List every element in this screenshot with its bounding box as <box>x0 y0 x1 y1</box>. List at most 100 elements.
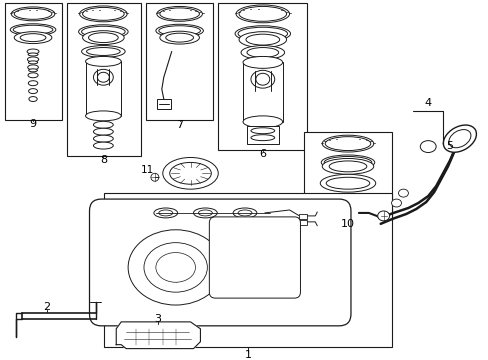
Ellipse shape <box>391 199 401 207</box>
Ellipse shape <box>156 253 195 282</box>
Ellipse shape <box>239 6 286 21</box>
Ellipse shape <box>250 128 274 134</box>
Ellipse shape <box>250 135 274 141</box>
Text: 8: 8 <box>100 156 107 166</box>
Ellipse shape <box>448 130 470 148</box>
Ellipse shape <box>28 73 38 78</box>
Ellipse shape <box>320 174 375 192</box>
Ellipse shape <box>28 61 38 64</box>
Text: 6: 6 <box>259 149 266 158</box>
Text: 10: 10 <box>340 219 354 229</box>
Ellipse shape <box>160 8 199 20</box>
Bar <box>243 62 282 122</box>
Ellipse shape <box>29 69 38 72</box>
Ellipse shape <box>80 6 127 22</box>
Ellipse shape <box>159 26 200 36</box>
Bar <box>145 3 213 120</box>
Ellipse shape <box>11 7 55 21</box>
Ellipse shape <box>169 162 211 184</box>
Text: 11: 11 <box>140 165 153 175</box>
Ellipse shape <box>321 155 374 170</box>
Ellipse shape <box>85 111 121 121</box>
Ellipse shape <box>243 57 282 68</box>
Ellipse shape <box>165 33 193 42</box>
Bar <box>85 62 121 116</box>
Ellipse shape <box>159 210 172 216</box>
Ellipse shape <box>255 73 269 85</box>
Ellipse shape <box>81 46 125 58</box>
Ellipse shape <box>238 27 287 40</box>
Bar <box>299 214 307 219</box>
Ellipse shape <box>328 161 366 172</box>
Ellipse shape <box>93 135 113 142</box>
Ellipse shape <box>27 57 39 62</box>
Bar <box>5 3 61 120</box>
Ellipse shape <box>86 48 120 55</box>
Bar <box>157 99 170 109</box>
Ellipse shape <box>322 158 373 174</box>
Ellipse shape <box>93 69 113 85</box>
Ellipse shape <box>238 210 251 216</box>
Ellipse shape <box>151 173 159 181</box>
Ellipse shape <box>143 243 207 292</box>
Ellipse shape <box>322 135 373 152</box>
Ellipse shape <box>10 24 56 36</box>
Ellipse shape <box>398 189 407 197</box>
Ellipse shape <box>97 72 109 82</box>
Ellipse shape <box>233 208 256 218</box>
Bar <box>104 193 391 347</box>
Ellipse shape <box>13 25 53 34</box>
Ellipse shape <box>82 31 124 45</box>
Ellipse shape <box>128 230 223 305</box>
Ellipse shape <box>154 208 177 218</box>
Text: 9: 9 <box>29 119 37 129</box>
Ellipse shape <box>377 211 389 221</box>
Ellipse shape <box>236 5 289 23</box>
Ellipse shape <box>93 142 113 149</box>
Ellipse shape <box>28 81 38 86</box>
Bar <box>304 132 391 221</box>
Ellipse shape <box>443 125 475 152</box>
Ellipse shape <box>85 57 121 66</box>
Text: 4: 4 <box>424 98 431 108</box>
Ellipse shape <box>325 177 369 189</box>
Ellipse shape <box>14 32 52 44</box>
Ellipse shape <box>235 26 290 42</box>
Ellipse shape <box>239 32 286 48</box>
Ellipse shape <box>160 31 199 44</box>
FancyBboxPatch shape <box>209 217 300 298</box>
Ellipse shape <box>324 157 371 168</box>
Ellipse shape <box>20 34 46 42</box>
Ellipse shape <box>246 48 278 58</box>
Ellipse shape <box>28 53 38 56</box>
Ellipse shape <box>156 24 203 37</box>
Ellipse shape <box>27 49 39 54</box>
Text: 3: 3 <box>154 314 161 324</box>
Ellipse shape <box>28 89 38 94</box>
Bar <box>246 126 278 144</box>
Ellipse shape <box>14 8 52 19</box>
Ellipse shape <box>193 208 217 218</box>
Ellipse shape <box>88 33 118 42</box>
Ellipse shape <box>82 8 124 20</box>
Ellipse shape <box>419 141 435 153</box>
Ellipse shape <box>198 210 212 216</box>
Ellipse shape <box>81 26 125 37</box>
Text: 2: 2 <box>43 302 50 312</box>
Bar <box>299 220 307 225</box>
Bar <box>66 3 141 157</box>
Ellipse shape <box>28 65 39 70</box>
Ellipse shape <box>325 137 370 150</box>
Ellipse shape <box>29 96 37 102</box>
Ellipse shape <box>93 121 113 128</box>
Ellipse shape <box>157 6 202 21</box>
FancyBboxPatch shape <box>89 199 350 326</box>
Ellipse shape <box>243 116 282 128</box>
Ellipse shape <box>93 128 113 135</box>
Bar <box>218 3 307 149</box>
Polygon shape <box>116 322 200 348</box>
Ellipse shape <box>250 70 274 88</box>
Ellipse shape <box>241 46 284 59</box>
Text: 5: 5 <box>445 141 452 150</box>
Ellipse shape <box>245 34 279 45</box>
